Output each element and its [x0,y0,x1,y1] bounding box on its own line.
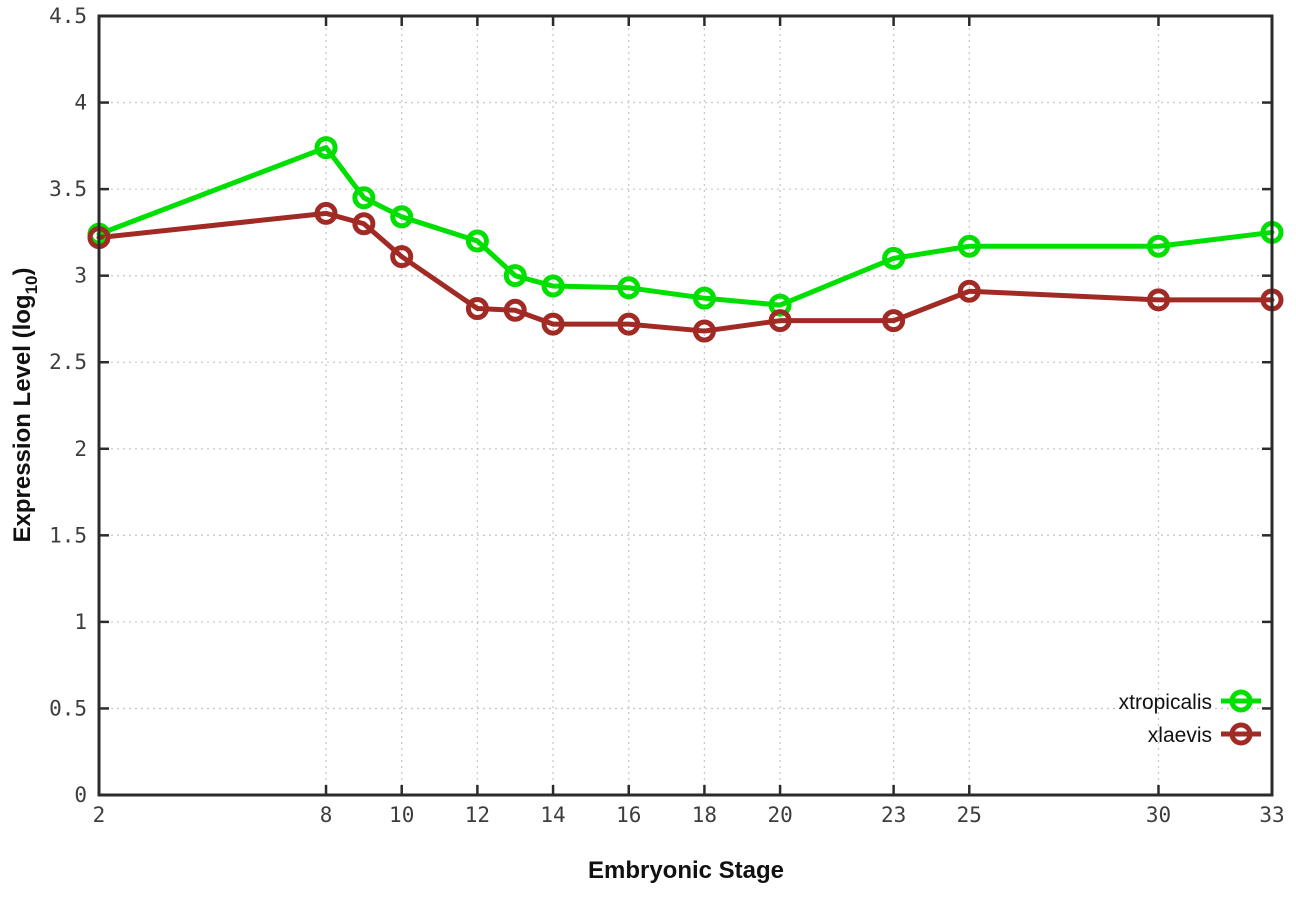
legend-marker-icon-xlaevis [1229,722,1253,746]
y-tick-label: 4 [74,91,87,115]
data-point-marker-xlaevis [314,201,338,225]
y-axis-title: Expression Level (log10) [9,268,41,543]
x-axis-title: Embryonic Stage [588,857,784,884]
x-tick-label: 16 [616,803,641,827]
y-tick-label: 3 [74,264,87,288]
x-tick-label: 25 [957,803,982,827]
y-tick-label: 1 [74,610,87,634]
legend: xtropicalis xlaevis [1119,689,1261,747]
data-point-marker-xlaevis [768,309,792,333]
y-axis-title-main: Expression Level (log [9,294,36,542]
legend-label-xlaevis: xlaevis [1148,724,1212,747]
legend-label-xtropicalis: xtropicalis [1119,691,1212,714]
data-point-marker-xlaevis [882,309,906,333]
data-point-marker-xlaevis [692,319,716,343]
data-point-marker-xtropicalis [503,264,527,288]
data-point-marker-xlaevis [352,212,376,236]
y-tick-label: 2.5 [49,350,87,374]
data-point-marker-xtropicalis [314,136,338,160]
data-point-marker-xlaevis [617,312,641,336]
y-tick-label: 2 [74,437,87,461]
data-point-marker-xtropicalis [692,286,716,310]
y-tick-label: 0.5 [49,696,87,720]
x-tick-label: 33 [1259,803,1284,827]
x-tick-label: 30 [1146,803,1171,827]
y-axis-title-end: ) [9,268,36,276]
y-tick-label: 3.5 [49,177,87,201]
data-point-marker-xtropicalis [957,234,981,258]
data-series [87,136,1284,343]
y-tick-label: 1.5 [49,523,87,547]
x-tick-label: 8 [320,803,333,827]
series-line-xlaevis [96,210,1275,334]
data-point-marker-xlaevis [541,312,565,336]
x-tick-label: 23 [881,803,906,827]
data-point-marker-xtropicalis [390,205,414,229]
x-tick-label: 12 [465,803,490,827]
legend-marker-icon-xtropicalis [1229,689,1253,713]
y-tick-label: 4.5 [49,4,87,28]
series-line-xtropicalis [96,145,1275,308]
legend-row-xtropicalis: xtropicalis [1119,689,1261,714]
data-point-marker-xlaevis [503,298,527,322]
data-point-marker-xtropicalis [617,276,641,300]
axis-ticks [97,14,1274,797]
x-tick-label: 10 [389,803,414,827]
x-tick-label: 18 [692,803,717,827]
data-point-marker-xlaevis [390,245,414,269]
x-tick-label: 14 [540,803,565,827]
data-point-marker-xtropicalis [541,274,565,298]
data-point-marker-xtropicalis [1146,234,1170,258]
data-point-marker-xtropicalis [465,229,489,253]
x-tick-label: 2 [93,803,106,827]
y-axis-title-subscript: 10 [22,276,41,295]
axis-tick-labels: 2 8 10 12 14 16 18 20 23 25 30 33 0 0.5 1 1.5 2 2.5 3 3.5 4 4… [49,4,1285,827]
data-point-marker-xtropicalis [882,246,906,270]
data-point-marker-xlaevis [957,279,981,303]
data-point-marker-xlaevis [465,297,489,321]
data-point-marker-xlaevis [1146,288,1170,312]
data-point-marker-xtropicalis [352,186,376,210]
x-tick-label: 20 [767,803,792,827]
legend-row-xlaevis: xlaevis [1148,722,1261,747]
gridlines [99,16,1272,795]
plot-border [97,14,1274,797]
y-tick-label: 0 [74,783,87,807]
